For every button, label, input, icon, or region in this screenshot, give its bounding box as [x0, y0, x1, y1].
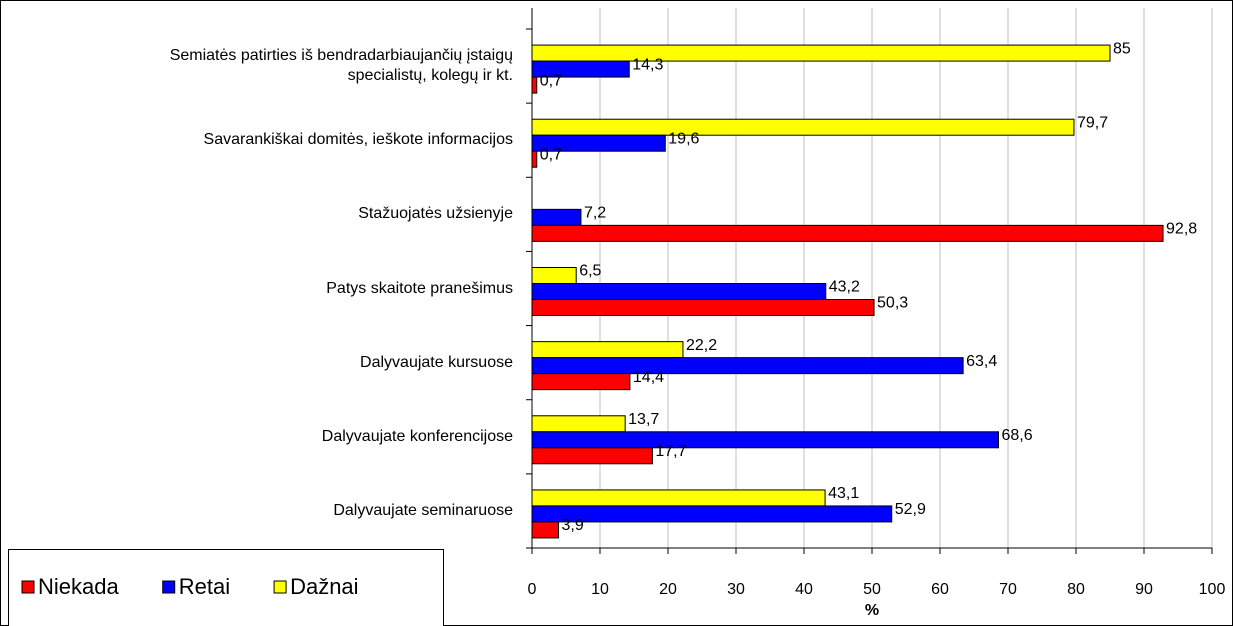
value-label: 17,7 [655, 443, 686, 460]
bar [531, 76, 538, 94]
x-tick-label: 20 [659, 581, 677, 598]
bar [531, 283, 827, 300]
legend-box [8, 549, 444, 626]
bar [531, 118, 1075, 136]
bar [531, 373, 631, 391]
value-label: 6,5 [579, 263, 601, 280]
y-tick-label: Stažuojatės užsienyje [358, 205, 513, 223]
value-label: 43,2 [829, 279, 860, 296]
bar [531, 357, 964, 375]
value-label: 0,7 [540, 72, 562, 89]
bar [531, 299, 875, 316]
bar [531, 60, 630, 78]
value-label: 13,7 [628, 411, 659, 428]
bar [531, 431, 999, 449]
y-tick-label: Dalyvaujate kursuose [360, 353, 513, 371]
value-label: 3,9 [562, 517, 584, 534]
value-label: 63,4 [966, 353, 997, 370]
bar [531, 208, 582, 226]
value-label: 0,7 [540, 146, 562, 163]
x-tick-label: 70 [999, 581, 1017, 598]
bar [531, 44, 1111, 62]
value-label: 14,3 [632, 56, 663, 73]
value-label: 14,4 [633, 369, 664, 386]
x-tick-label: 30 [727, 581, 745, 598]
legend-label: Niekada [38, 574, 119, 599]
x-axis-label: % [865, 602, 879, 619]
value-label: 68,6 [1001, 427, 1032, 444]
x-tick-label: 60 [931, 581, 949, 598]
value-label: 22,2 [686, 337, 717, 354]
value-label: 43,1 [828, 485, 859, 502]
bar [531, 341, 684, 359]
bar [531, 447, 653, 465]
bar [531, 224, 1164, 242]
bar [531, 415, 626, 433]
legend-label: Retai [179, 574, 230, 599]
y-tick-label: Dalyvaujate konferencijose [321, 427, 513, 445]
x-tick-label: 0 [528, 581, 537, 598]
bar [531, 505, 893, 523]
x-tick-label: 50 [863, 581, 881, 598]
legend-label: Dažnai [290, 574, 358, 599]
bar [531, 267, 577, 284]
value-label: 85 [1113, 40, 1131, 57]
value-label: 19,6 [668, 130, 699, 147]
value-label: 50,3 [877, 295, 908, 312]
value-label: 7,2 [584, 205, 606, 222]
x-tick-label: 90 [1135, 581, 1153, 598]
legend-swatch [162, 580, 176, 594]
y-tick-label: Dalyvaujate seminaruose [333, 501, 513, 519]
value-label: 79,7 [1077, 114, 1108, 131]
y-tick-label: Savarankiškai domitės, ieškote informaci… [203, 131, 513, 149]
x-tick-label: 40 [795, 581, 813, 598]
bar [531, 521, 560, 539]
y-tick-label: Semiatės patirties iš bendradarbiaujanči… [169, 47, 513, 85]
x-tick-label: 100 [1199, 581, 1226, 598]
bar [531, 150, 538, 168]
y-tick-label: Patys skaitote pranešimus [326, 279, 513, 297]
x-tick-label: 80 [1067, 581, 1085, 598]
bar [531, 489, 826, 507]
bar [531, 134, 666, 152]
value-label: 92,8 [1166, 221, 1197, 238]
value-label: 52,9 [895, 501, 926, 518]
legend-swatch [21, 580, 35, 594]
x-tick-label: 10 [591, 581, 609, 598]
legend-swatch [273, 580, 287, 594]
